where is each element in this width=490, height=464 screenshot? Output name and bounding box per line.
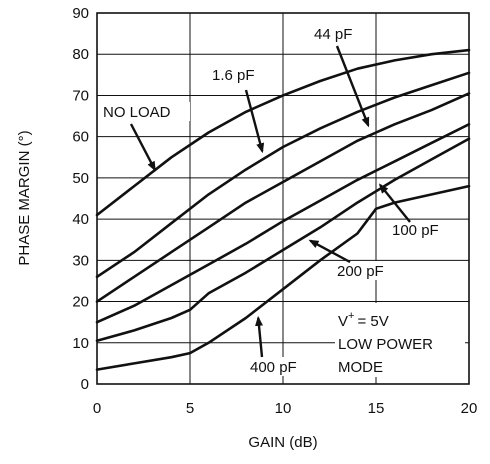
label-low-power: LOW POWER (338, 336, 433, 353)
label-200-pf: 200 pF (337, 263, 384, 280)
annotation-layer: NO LOAD 1.6 pF 44 pF 100 pF 200 pF 400 pF V+ = … (101, 24, 465, 377)
y-tick-label: 20 (72, 294, 89, 311)
arrow-1-6-pf (244, 89, 265, 154)
label-supply-superscript: + (348, 310, 354, 322)
y-tick-label: 90 (72, 5, 89, 22)
label-no-load: NO LOAD (103, 104, 171, 121)
label-400-pf-bg (248, 357, 312, 376)
x-tick-label: 20 (461, 400, 478, 417)
label-100-pf: 100 pF (392, 222, 439, 239)
arrow-200-pf (308, 239, 351, 264)
label-1-6-pf-bg (210, 65, 270, 84)
supply-note-bg (335, 303, 465, 377)
y-tick-label: 0 (81, 376, 89, 393)
label-supply: V+ = 5V (338, 310, 389, 330)
y-tick-label: 30 (72, 252, 89, 269)
series-line-100-pf (95, 123, 471, 324)
series-line-200-pf (95, 137, 471, 342)
y-tick-label: 40 (72, 211, 89, 228)
arrow-no-load (129, 123, 156, 172)
label-44-pf: 44 pF (314, 26, 352, 43)
label-100-pf-bg (390, 220, 454, 239)
label-mode: MODE (338, 359, 383, 376)
label-no-load-bg (101, 102, 190, 121)
arrow-400-pf (255, 315, 264, 358)
label-supply-value: = 5V (357, 313, 388, 330)
series-line-44-pf (95, 92, 471, 303)
label-400-pf: 400 pF (250, 359, 297, 376)
x-tick-label: 0 (93, 400, 101, 417)
label-200-pf-bg (335, 261, 399, 280)
x-tick-label: 10 (275, 400, 292, 417)
arrow-44-pf (335, 45, 370, 128)
y-tick-label: 10 (72, 335, 89, 352)
y-axis-title: PHASE MARGIN (°) (16, 130, 33, 265)
series-line-no-load (95, 48, 471, 217)
x-tick-label: 5 (186, 400, 194, 417)
y-tick-label: 80 (72, 46, 89, 63)
y-tick-label: 60 (72, 129, 89, 146)
x-axis-title: GAIN (dB) (248, 434, 317, 451)
label-1-6-pf: 1.6 pF (212, 67, 255, 84)
y-tick-label: 50 (72, 170, 89, 187)
label-44-pf-bg (312, 24, 364, 43)
series-line-1-6-pf (95, 71, 471, 279)
arrow-100-pf (378, 183, 411, 223)
axis-layer: 0 5 10 15 20 0 10 20 30 40 50 60 70 80 90 (72, 5, 477, 417)
x-tick-label: 15 (368, 400, 385, 417)
label-supply-symbol: V (338, 313, 348, 330)
y-tick-label: 70 (72, 87, 89, 104)
